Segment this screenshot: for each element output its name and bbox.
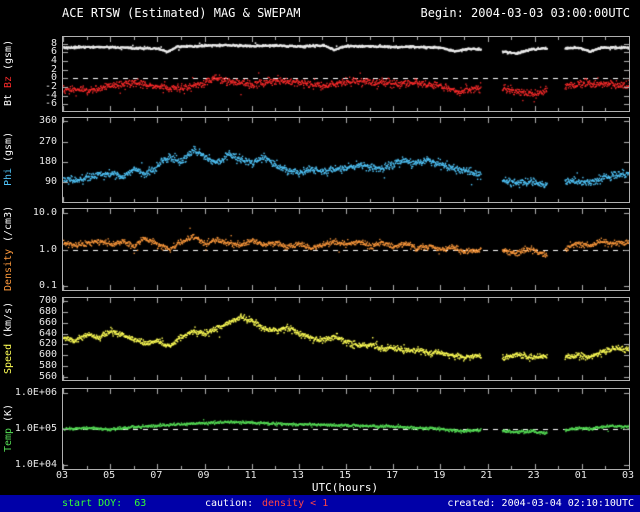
plot-title: ACE RTSW (Estimated) MAG & SWEPAM [62, 6, 301, 20]
y-tick-label: -4 [44, 89, 57, 101]
y-axis-label-segment: Speed [3, 338, 14, 375]
y-tick-label: -6 [44, 98, 57, 110]
y-axis-label-phi: Phi (gsm) [2, 117, 15, 201]
y-axis-label-speed: Speed (km/s) [2, 297, 15, 379]
caution-label: caution: [205, 498, 254, 509]
x-tick-label: 19 [433, 470, 446, 481]
x-tick-label: 11 [244, 470, 257, 481]
y-tick-label: 580 [38, 360, 57, 372]
y-axis-label-segment: (gsm) [3, 131, 14, 163]
x-tick-label: 03 [55, 470, 69, 481]
x-tick-label: 09 [197, 470, 210, 481]
x-tick-label: 13 [291, 470, 304, 481]
x-tick-label: 15 [338, 470, 352, 481]
created-timestamp: created: 2004-03-04 02:10:10UTC [447, 498, 634, 509]
y-tick-label: 0.1 [38, 280, 57, 292]
y-tick-label: 6 [50, 46, 57, 58]
x-tick-label: 03 [621, 470, 635, 481]
y-tick-label: 1.0E+05 [14, 423, 57, 434]
x-tick-label: 17 [386, 470, 399, 481]
y-tick-label: 680 [38, 305, 57, 317]
y-axis-label-density: Density (/cm3) [2, 206, 15, 291]
x-tick-label: 01 [574, 470, 587, 481]
y-tick-label: 90 [44, 175, 57, 187]
y-axis-label-segment: Density [3, 242, 14, 291]
y-axis-label-segment: Temp [3, 421, 14, 453]
y-axis-label-segment: (km/s) [3, 301, 14, 338]
panel-density [62, 208, 630, 291]
y-axis-label-segment: (K) [3, 403, 14, 422]
caution-value: density < 1 [262, 498, 329, 509]
x-tick-label: 23 [527, 470, 540, 481]
y-axis-label-segment: Bt [3, 88, 14, 107]
y-tick-label: 360 [38, 115, 57, 127]
y-tick-label: 180 [38, 155, 57, 167]
y-tick-label: 560 [38, 371, 57, 383]
y-tick-label: 1.0E+04 [14, 459, 57, 471]
panel-bt-bz [62, 36, 630, 112]
y-tick-label: 8 [50, 37, 57, 49]
y-tick-label: 270 [38, 135, 57, 147]
y-tick-label: 620 [38, 338, 57, 350]
y-axis-label-segment: Bz [3, 70, 14, 89]
x-tick-label: 07 [150, 470, 163, 481]
x-axis-label: UTC(hours) [311, 481, 379, 494]
x-tick-label: 21 [480, 470, 493, 481]
y-tick-label: 640 [38, 327, 57, 339]
y-axis-label-segment: (/cm3) [3, 206, 14, 243]
panel-temp [62, 388, 630, 470]
start-doy-label: start DOY: 63 [62, 498, 147, 509]
y-tick-label: 4 [50, 54, 57, 66]
x-tick-label: 05 [103, 470, 116, 481]
y-tick-label: 0 [50, 72, 57, 84]
y-axis-label-segment: Phi [3, 162, 14, 187]
footer-bar: start DOY: 63 caution: density < 1 creat… [0, 495, 640, 512]
y-tick-label: -2 [44, 81, 57, 93]
panel-speed [62, 297, 630, 381]
y-tick-label: 2 [50, 63, 57, 75]
y-axis-label-segment: (gsm) [3, 39, 14, 70]
y-tick-label: 600 [38, 349, 57, 361]
y-axis-label-bt-bz: Bt Bz (gsm) [2, 36, 15, 110]
panel-phi [62, 117, 630, 203]
y-tick-label: 660 [38, 316, 57, 328]
begin-timestamp: Begin: 2004-03-03 03:00:00UTC [420, 6, 630, 20]
y-tick-label: 1.0E+06 [14, 386, 57, 398]
y-tick-label: 700 [38, 294, 57, 306]
y-tick-label: 10.0 [32, 206, 57, 218]
y-axis-label-temp: Temp (K) [2, 388, 15, 468]
y-tick-label: 1.0 [38, 243, 57, 255]
